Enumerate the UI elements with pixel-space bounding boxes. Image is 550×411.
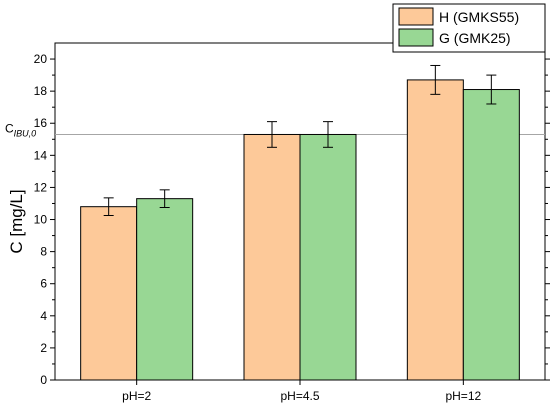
x-axis-ticks: pH=2 pH=4.5 pH=12 xyxy=(122,380,482,403)
reference-line-label-sub: IBU,0 xyxy=(14,128,37,138)
bar-h-0 xyxy=(80,206,138,381)
y-tick-label: 0 xyxy=(40,373,47,387)
reference-line-label: CIBU,0 xyxy=(5,121,36,138)
y-axis-ticks: 0 2 4 6 8 10 12 14 16 18 20 xyxy=(34,52,550,387)
legend-label: H (GMKS55) xyxy=(439,9,519,25)
x-tick-label: pH=2 xyxy=(122,389,151,403)
y-tick-label: 16 xyxy=(34,116,48,130)
bar-g-0 xyxy=(136,198,194,381)
y-tick-label: 8 xyxy=(40,245,47,259)
y-tick-label: 20 xyxy=(34,52,48,66)
x-tick-label: pH=4.5 xyxy=(280,389,319,403)
legend-swatch xyxy=(398,28,434,47)
y-tick-label: 10 xyxy=(34,213,48,227)
y-tick-label: 14 xyxy=(34,148,48,162)
legend-swatch xyxy=(398,7,434,26)
bar-g-2 xyxy=(462,89,520,381)
legend-label: G (GMK25) xyxy=(439,30,511,46)
bar-h-2 xyxy=(406,79,464,381)
y-tick-label: 2 xyxy=(40,341,47,355)
legend: H (GMKS55) G (GMK25) xyxy=(392,3,546,53)
bar-g-1 xyxy=(299,133,357,381)
x-tick-label: pH=12 xyxy=(445,389,481,403)
bar-h-1 xyxy=(243,133,301,381)
y-axis-title: C [mg/L] xyxy=(7,189,26,253)
reference-line-label-main: C xyxy=(5,121,14,135)
y-tick-label: 18 xyxy=(34,84,48,98)
y-tick-label: 6 xyxy=(40,277,47,291)
y-tick-label: 12 xyxy=(34,180,48,194)
y-tick-label: 4 xyxy=(40,309,47,323)
bars xyxy=(80,64,520,381)
